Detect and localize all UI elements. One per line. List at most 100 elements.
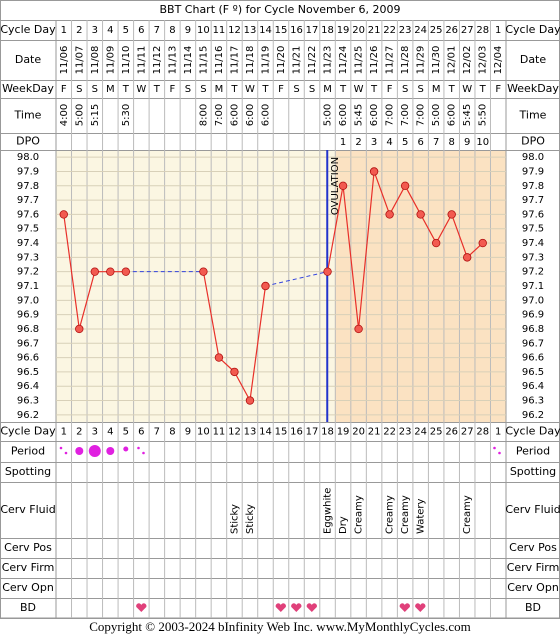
cerv-fluid: Sticky xyxy=(245,504,256,534)
row-label: Cerv Opn xyxy=(2,581,54,594)
date: 12/04 xyxy=(493,46,504,75)
dpo: 8 xyxy=(449,137,455,148)
row-label: Period xyxy=(516,445,550,458)
row-label: Cerv Firm xyxy=(2,561,55,574)
date: 11/20 xyxy=(276,46,287,75)
time: 7:00 xyxy=(416,104,427,126)
weekday: S xyxy=(200,84,206,95)
dpo: 5 xyxy=(402,137,408,148)
cycle-day: 24 xyxy=(414,25,427,36)
y-tick-label: 96.5 xyxy=(522,367,544,378)
row-label: Cycle Day xyxy=(505,425,560,438)
cerv-fluid: Dry xyxy=(338,516,349,534)
temperature-point xyxy=(385,210,394,219)
time: 6:00 xyxy=(260,104,271,126)
cycle-day: 13 xyxy=(244,25,257,36)
bd-hearts xyxy=(136,603,426,612)
heart xyxy=(136,603,147,612)
weekday: M xyxy=(215,84,224,95)
cycle-day: 3 xyxy=(92,427,98,438)
date: 11/30 xyxy=(431,46,442,75)
date: 11/25 xyxy=(354,46,365,75)
weekday: S xyxy=(293,84,299,95)
y-tick-label: 96.8 xyxy=(17,324,39,335)
period-dot xyxy=(493,446,496,450)
cerv-fluid: Sticky xyxy=(229,504,240,534)
date: 11/28 xyxy=(400,46,411,75)
cycle-day: 26 xyxy=(445,427,458,438)
time: 7:00 xyxy=(400,104,411,126)
dpo: 10 xyxy=(476,137,489,148)
time: 8:00 xyxy=(198,104,209,126)
weekday: S xyxy=(402,84,408,95)
dpo: 9 xyxy=(464,137,470,148)
cycle-day: 23 xyxy=(399,25,412,36)
weekday: F xyxy=(495,84,501,95)
y-tick-label: 96.8 xyxy=(522,324,544,335)
date: 11/15 xyxy=(198,46,209,75)
temperature-point xyxy=(90,267,99,276)
dpo: 1 xyxy=(340,137,346,148)
cycle-day: 24 xyxy=(414,427,427,438)
temperature-point xyxy=(106,267,115,276)
weekday: W xyxy=(136,84,146,95)
time: 7:00 xyxy=(214,104,225,126)
y-tick-label: 97.9 xyxy=(522,166,544,177)
y-tick-label: 96.6 xyxy=(522,353,544,364)
date: 11/12 xyxy=(152,46,163,75)
cycle-day: 16 xyxy=(290,25,303,36)
cycle-day: 19 xyxy=(337,25,350,36)
row-label: Cerv Fluid xyxy=(0,503,55,516)
temperature-point xyxy=(323,267,332,276)
cycle-day: 2 xyxy=(76,427,82,438)
cycle-day: 9 xyxy=(185,427,191,438)
cerv-fluid: Watery xyxy=(416,498,427,534)
date: 11/27 xyxy=(385,46,396,75)
weekday: T xyxy=(448,84,456,95)
row-label: Date xyxy=(15,53,42,66)
row-label: Time xyxy=(14,109,42,122)
dpo: 6 xyxy=(417,137,423,148)
y-tick-label: 97.8 xyxy=(17,181,39,192)
temperature-point xyxy=(261,281,270,291)
date: 11/17 xyxy=(229,46,240,75)
cycle-day: 21 xyxy=(368,427,381,438)
cycle-day: 10 xyxy=(197,427,210,438)
y-tick-label: 96.3 xyxy=(17,396,39,407)
row-label: WeekDay xyxy=(507,82,559,95)
dpo: 7 xyxy=(433,137,439,148)
temperature-point xyxy=(338,181,348,190)
date: 11/09 xyxy=(105,46,116,75)
weekday: S xyxy=(185,84,191,95)
y-tick-label: 96.9 xyxy=(17,310,39,321)
y-tick-label: 96.4 xyxy=(17,381,39,392)
date: 11/16 xyxy=(214,46,225,75)
date: 11/24 xyxy=(338,46,349,75)
cycle-day: 10 xyxy=(197,25,210,36)
time: 6:00 xyxy=(338,104,349,126)
date: 11/07 xyxy=(74,46,85,75)
cycle-day: 27 xyxy=(461,25,474,36)
weekday: F xyxy=(278,84,284,95)
weekday: W xyxy=(245,84,255,95)
heart xyxy=(306,603,317,612)
date: 11/18 xyxy=(245,46,256,75)
row-label: Spotting xyxy=(5,465,51,478)
time: 5:00 xyxy=(431,104,442,126)
temperature-point xyxy=(400,181,410,190)
y-tick-label: 96.7 xyxy=(522,338,544,349)
period-dot xyxy=(123,446,129,452)
cerv-fluid: Creamy xyxy=(462,495,473,534)
temperature-point xyxy=(416,210,425,219)
date: 11/22 xyxy=(307,46,318,75)
time: 5:00 xyxy=(74,104,85,126)
dpo: 2 xyxy=(355,137,361,148)
weekday: M xyxy=(323,84,332,95)
date: 11/11 xyxy=(136,46,147,75)
cycle-day: 4 xyxy=(107,427,113,438)
y-tick-label: 97.6 xyxy=(17,209,39,220)
time: 5:00 xyxy=(323,104,334,126)
cycle-day: 14 xyxy=(259,25,272,36)
cycle-day: 1 xyxy=(61,427,67,438)
